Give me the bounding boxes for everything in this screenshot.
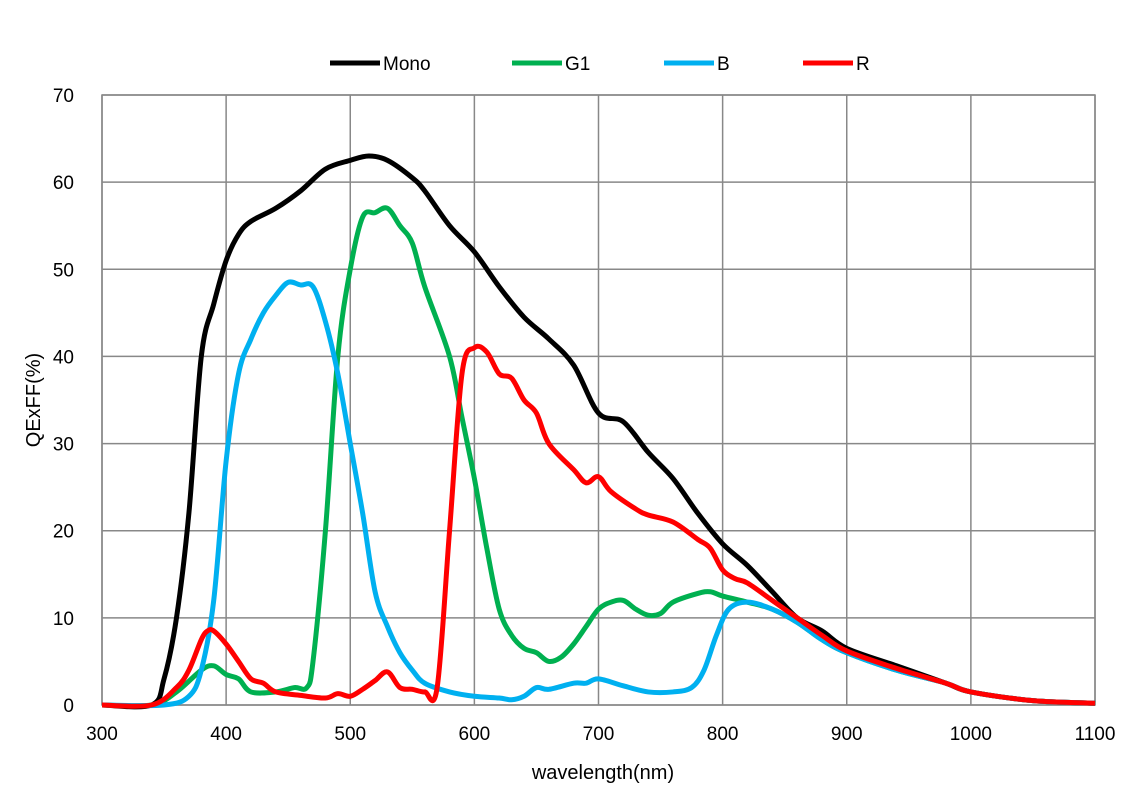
x-tick-label: 700 xyxy=(583,724,615,745)
x-axis-label: wavelength(nm) xyxy=(531,762,674,784)
legend-label: G1 xyxy=(565,54,590,75)
y-tick-label: 70 xyxy=(53,86,74,107)
legend-label: Mono xyxy=(383,54,431,75)
x-tick-label: 1000 xyxy=(950,724,992,745)
x-tick-label: 1100 xyxy=(1075,724,1116,745)
y-tick-label: 30 xyxy=(53,435,74,456)
x-tick-label: 900 xyxy=(831,724,863,745)
y-tick-label: 10 xyxy=(53,609,74,630)
grid xyxy=(101,94,1096,706)
x-tick-label: 500 xyxy=(334,724,366,745)
y-tick-label: 60 xyxy=(53,173,74,194)
y-tick-label: 20 xyxy=(53,522,74,543)
y-tick-label: 40 xyxy=(53,347,74,368)
legend: Mono G1 B R xyxy=(330,54,870,75)
series-line-r xyxy=(101,343,1096,709)
x-tick-label: 600 xyxy=(459,724,491,745)
y-tick-label: 0 xyxy=(63,696,74,717)
series-line-b xyxy=(101,279,1096,709)
x-tick-label: 300 xyxy=(86,724,118,745)
legend-label: B xyxy=(717,54,730,75)
x-tick-label: 400 xyxy=(210,724,242,745)
y-axis-label: QExFF(%) xyxy=(23,353,45,447)
tick-labels: 300 400 500 600 700 800 900 1000 1100 0 10 20 30 40 50… xyxy=(53,86,1116,745)
series-lines xyxy=(101,153,1096,710)
legend-label: R xyxy=(856,54,870,75)
plot-frame xyxy=(101,94,1096,706)
x-tick-label: 800 xyxy=(707,724,739,745)
y-tick-label: 50 xyxy=(53,260,74,281)
